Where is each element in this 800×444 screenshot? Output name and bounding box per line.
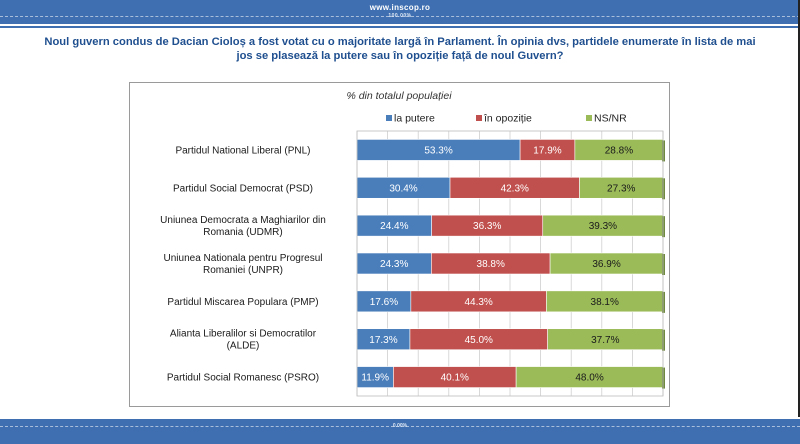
- plot-border: [356, 130, 664, 397]
- bar-label-opozitie-5: 45.0%: [465, 335, 493, 346]
- bar-depth-0: [662, 140, 665, 162]
- bar-label-putere-4: 17.6%: [370, 297, 398, 308]
- bar-depth-1: [662, 178, 665, 200]
- category-label-4: Partidul Miscarea Populara (PMP): [167, 297, 318, 308]
- bar-label-nsnr-1: 27.3%: [607, 183, 635, 194]
- bar-label-nsnr-0: 28.8%: [605, 146, 633, 157]
- chart-title: % din totalul populației: [346, 90, 452, 102]
- header-divider: [0, 16, 800, 17]
- header-bar: www.inscop.ro 100.00%: [0, 0, 800, 26]
- legend-nsnr-swatch: [586, 115, 592, 121]
- category-label-3: Uniunea Nationala pentru Progresul Romani…: [164, 253, 323, 276]
- bar-depth-3: [662, 254, 665, 275]
- bar-label-nsnr-3: 36.9%: [592, 259, 620, 270]
- bar-depth-4: [662, 291, 665, 313]
- bar-label-putere-5: 17.3%: [369, 335, 397, 346]
- category-label-5: Alianta Liberalilor si Democratilor (ALDE…: [170, 329, 317, 352]
- bar-label-opozitie-3: 38.8%: [477, 259, 505, 270]
- bar-label-opozitie-1: 42.3%: [501, 183, 529, 194]
- bar-depth-5: [662, 329, 665, 351]
- bar-label-opozitie-6: 40.1%: [441, 373, 469, 384]
- bar-label-putere-6: 11.9%: [361, 373, 389, 384]
- legend-opozitie-swatch: [476, 115, 482, 121]
- bar-label-nsnr-2: 39.3%: [589, 221, 617, 232]
- chart-frame: % din totalul populației la putere în opoz…: [129, 82, 670, 407]
- legend-putere-swatch: [386, 115, 392, 121]
- footer-divider: [0, 426, 800, 427]
- legend-nsnr-label: NS/NR: [594, 113, 627, 125]
- bar-depth-6: [662, 367, 665, 389]
- footer-bar: 0.00%: [0, 417, 800, 444]
- legend-opozitie-label: în opoziție: [483, 113, 532, 125]
- window-edge: [798, 0, 800, 442]
- bar-label-putere-0: 53.3%: [424, 146, 452, 157]
- survey-question: Noul guvern condus de Dacian Cioloș a fo…: [44, 36, 756, 62]
- category-label-6: Partidul Social Romanesc (PSRO): [167, 373, 319, 384]
- bar-label-opozitie-2: 36.3%: [473, 221, 501, 232]
- category-label-0: Partidul National Liberal (PNL): [175, 145, 310, 156]
- bar-label-nsnr-5: 37.7%: [591, 335, 619, 346]
- bar-label-putere-3: 24.3%: [380, 259, 408, 270]
- header-tagline: 100.00%: [388, 13, 412, 19]
- bar-label-nsnr-6: 48.0%: [575, 373, 603, 384]
- legend-putere-label: la putere: [394, 113, 435, 125]
- bar-label-putere-2: 24.4%: [380, 221, 408, 232]
- category-label-2: Uniunea Democrata a Maghiarilor din Roman…: [160, 215, 326, 238]
- bar-label-opozitie-0: 17.9%: [533, 146, 561, 157]
- bar-label-nsnr-4: 38.1%: [591, 297, 619, 308]
- bar-depth-2: [662, 216, 665, 238]
- bar-label-putere-1: 30.4%: [389, 183, 417, 194]
- bar-label-opozitie-4: 44.3%: [464, 297, 492, 308]
- footer-tagline: 0.00%: [392, 423, 408, 429]
- stacked-bar-chart: % din totalul populației la putere în opoz…: [160, 90, 665, 397]
- category-label-1: Partidul Social Democrat (PSD): [173, 183, 313, 194]
- site-url[interactable]: www.inscop.ro: [369, 3, 431, 12]
